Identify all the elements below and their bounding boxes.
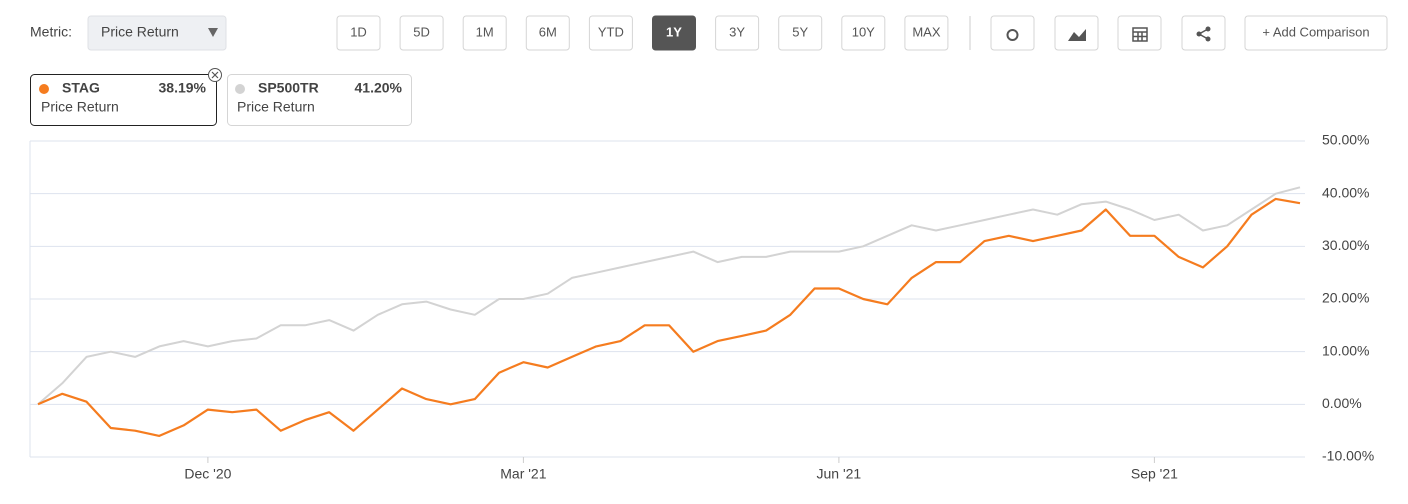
share-dot[interactable]: [1205, 26, 1211, 32]
legend-metric: Price Return: [237, 99, 315, 115]
legend-dot: [39, 84, 49, 94]
legend-symbol: STAG: [62, 80, 100, 96]
add-comparison-button[interactable]: + Add Comparison: [1244, 15, 1388, 51]
table-icon[interactable]: [1132, 27, 1148, 42]
button-box[interactable]: [525, 15, 570, 51]
range-button[interactable]: 3Y: [715, 15, 760, 51]
range-button[interactable]: 1D: [336, 15, 381, 51]
button-box[interactable]: [1054, 15, 1099, 51]
dropdown-value[interactable]: Price Return: [101, 24, 179, 40]
button-box[interactable]: [588, 15, 633, 51]
button-label[interactable]: 5Y: [792, 24, 808, 39]
range-buttons: 1D 5D 1M 6M YTD 1Y 3Y 5Y 10Y MAX: [336, 15, 949, 51]
y-tick-label: 0.00%: [1322, 395, 1362, 411]
share-button[interactable]: [1181, 15, 1226, 51]
range-button[interactable]: 5Y: [778, 15, 823, 51]
legend-value: 41.20%: [355, 80, 403, 96]
settings-button[interactable]: [990, 15, 1035, 51]
series-line: [37, 197, 1301, 437]
button-box[interactable]: [462, 15, 507, 51]
range-button[interactable]: 6M: [525, 15, 570, 51]
button-box[interactable]: [399, 15, 444, 51]
table-button[interactable]: [1117, 15, 1162, 51]
metric-dropdown[interactable]: Price Return: [87, 15, 227, 51]
x-tick-label: Mar '21: [500, 466, 546, 482]
range-button[interactable]: 5D: [399, 15, 444, 51]
share-dot[interactable]: [1205, 36, 1211, 42]
button-label[interactable]: 1Y: [666, 24, 682, 39]
button-box[interactable]: [841, 15, 886, 51]
chart-type-button[interactable]: [1054, 15, 1099, 51]
button-box[interactable]: [778, 15, 823, 51]
button-label[interactable]: 10Y: [852, 24, 875, 39]
button-box[interactable]: [1181, 15, 1226, 51]
button-box[interactable]: [904, 15, 949, 51]
y-tick-label: -10.00%: [1322, 448, 1374, 464]
range-button[interactable]: 1M: [462, 15, 507, 51]
button-label[interactable]: 3Y: [729, 24, 745, 39]
dropdown-box[interactable]: [87, 15, 227, 51]
button-label[interactable]: 1M: [476, 24, 494, 39]
x-tick-label: Jun '21: [817, 466, 862, 482]
legend-metric: Price Return: [41, 99, 119, 115]
legend-box[interactable]: [227, 74, 412, 126]
area-icon[interactable]: [1068, 29, 1086, 41]
y-tick-label: 20.00%: [1322, 290, 1369, 306]
button-box[interactable]: [990, 15, 1035, 51]
x-tick-label: Dec '20: [184, 466, 231, 482]
button-box[interactable]: [1117, 15, 1162, 51]
range-button[interactable]: 1Y: [652, 15, 696, 51]
metric-label: Metric:: [30, 24, 72, 40]
legend-value: 38.19%: [159, 80, 207, 96]
y-tick-label: 50.00%: [1322, 132, 1369, 148]
legend-stag[interactable]: STAG 38.19% Price Return: [30, 68, 222, 126]
plot: -10.00% 0.00% 10.00% 20.00% 30.00% 40.00% 50.0…: [29, 132, 1374, 482]
remove-x[interactable]: [211, 71, 219, 79]
share-dot[interactable]: [1196, 31, 1202, 37]
button-box[interactable]: [652, 15, 696, 51]
legend-dot: [235, 84, 245, 94]
range-button[interactable]: 10Y: [841, 15, 886, 51]
x-tick-label: Sep '21: [1131, 466, 1178, 482]
dropdown-arrow[interactable]: [208, 28, 218, 37]
button-box[interactable]: [715, 15, 760, 51]
y-tick-label: 30.00%: [1322, 237, 1369, 253]
legend-sp500tr[interactable]: SP500TR 41.20% Price Return: [227, 74, 412, 126]
range-button[interactable]: YTD: [588, 15, 633, 51]
button-label[interactable]: 1D: [350, 24, 367, 39]
button-label[interactable]: YTD: [598, 24, 624, 39]
range-button[interactable]: MAX: [904, 15, 949, 51]
y-tick-label: 10.00%: [1322, 342, 1369, 358]
button-box[interactable]: [336, 15, 381, 51]
add-comparison-text[interactable]: + Add Comparison: [1262, 24, 1369, 39]
button-label[interactable]: 5D: [413, 24, 430, 39]
y-tick-label: 40.00%: [1322, 184, 1369, 200]
legend-box[interactable]: [30, 74, 217, 126]
gear-icon[interactable]: [1006, 29, 1019, 41]
button-label[interactable]: 6M: [539, 24, 557, 39]
button-box[interactable]: [1244, 15, 1388, 51]
button-label[interactable]: MAX: [912, 24, 941, 39]
series-line: [37, 186, 1301, 406]
legend-symbol: SP500TR: [258, 80, 319, 96]
